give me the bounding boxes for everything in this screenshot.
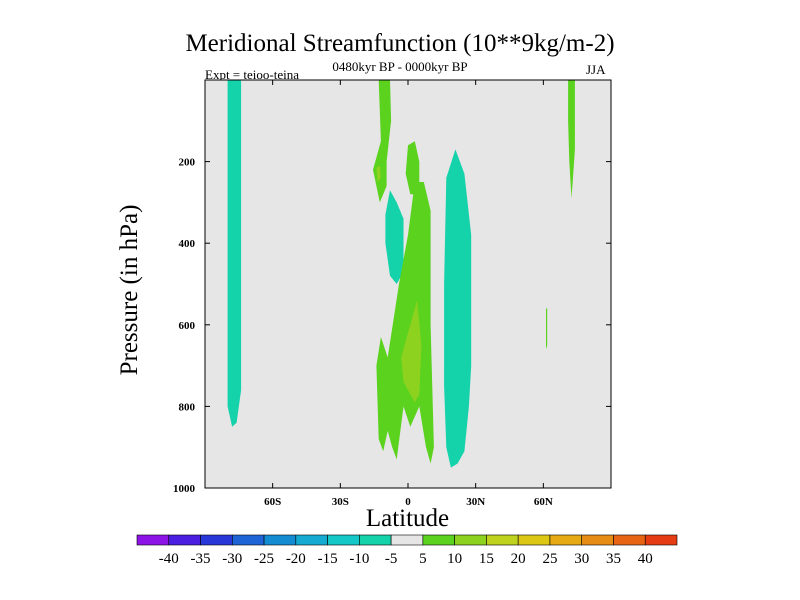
colorbar-swatch [168, 534, 201, 546]
contour-pos-equator-lower [376, 182, 434, 464]
colorbar-swatch [422, 534, 455, 546]
colorbar-swatch [327, 534, 360, 546]
colorbar-label: 25 [542, 551, 557, 567]
chart-subtitle: 0480kyr BP - 0000kyr BP [332, 59, 468, 74]
y-tick-label: 1000 [173, 483, 196, 495]
colorbar-swatch [359, 534, 392, 546]
colorbar-swatch [549, 534, 583, 546]
colorbar-label: 5 [419, 551, 427, 567]
colorbar-swatch [231, 534, 265, 546]
x-axis-label: Latitude [365, 505, 450, 532]
chart-title: Meridional Streamfunction (10**9kg/m-2) [185, 30, 615, 57]
colorbar-swatch [581, 534, 614, 546]
colorbar-label: -15 [318, 551, 338, 567]
colorbar-label: -10 [349, 551, 369, 567]
colorbar-swatch [454, 534, 487, 546]
colorbar-swatch [644, 534, 678, 546]
y-tick-label: 600 [179, 320, 196, 332]
colorbar-label: 35 [606, 551, 621, 567]
contour-pos-62n-midlevel [546, 308, 548, 350]
y-tick-label: 200 [179, 157, 196, 169]
y-tick-label: 400 [179, 238, 196, 250]
colorbar-label: 30 [574, 551, 589, 567]
colorbar-swatch [486, 534, 519, 546]
colorbar-label: -35 [191, 551, 211, 567]
contour-neg-20n-column [444, 149, 472, 468]
colorbar-label: -30 [222, 551, 242, 567]
contour-pos-72n-upper [568, 80, 575, 199]
colorbar-swatch [390, 534, 424, 546]
contour-pos-3n-upper [405, 141, 420, 195]
contour-pos-equator-lower-core [401, 300, 422, 403]
x-tick-label: 30N [466, 496, 485, 508]
colorbar-swatch [295, 534, 328, 546]
colorbar-swatch [613, 534, 646, 546]
colorbar-swatch [517, 534, 551, 546]
colorbar: -40 -35 -30 -25 -20 -15 -10 -5 5 10 15 20 25 30 35 40 [136, 534, 678, 567]
y-tick-label: 800 [179, 401, 196, 413]
x-axis-ticks: 60S 30S 0 30N 60N [264, 80, 553, 508]
colorbar-label: -40 [159, 551, 179, 567]
colorbar-label: -25 [254, 551, 274, 567]
colorbar-swatch [263, 534, 297, 546]
season-label: JJA [586, 62, 606, 77]
colorbar-label: 15 [479, 551, 494, 567]
colorbar-label: 40 [638, 551, 653, 567]
colorbar-label: -20 [286, 551, 306, 567]
contour-regions [227, 80, 575, 468]
y-axis-ticks: 200 400 600 800 1000 [173, 157, 611, 495]
x-tick-label: 60N [534, 496, 553, 508]
x-tick-label: 30S [332, 496, 349, 508]
contour-neg-8s-midlevel [385, 190, 404, 284]
contour-neg-60s-column [227, 80, 242, 427]
colorbar-swatch [200, 534, 233, 546]
x-tick-label: 60S [264, 496, 281, 508]
colorbar-label: 10 [447, 551, 462, 567]
experiment-label: Expt = teioo-teina [205, 67, 299, 82]
contour-pos-15s-upper-core [376, 165, 381, 182]
x-tick-label: 0 [405, 496, 411, 508]
colorbar-label: 20 [511, 551, 526, 567]
colorbar-label: -5 [385, 551, 398, 567]
colorbar-swatch [136, 534, 170, 546]
